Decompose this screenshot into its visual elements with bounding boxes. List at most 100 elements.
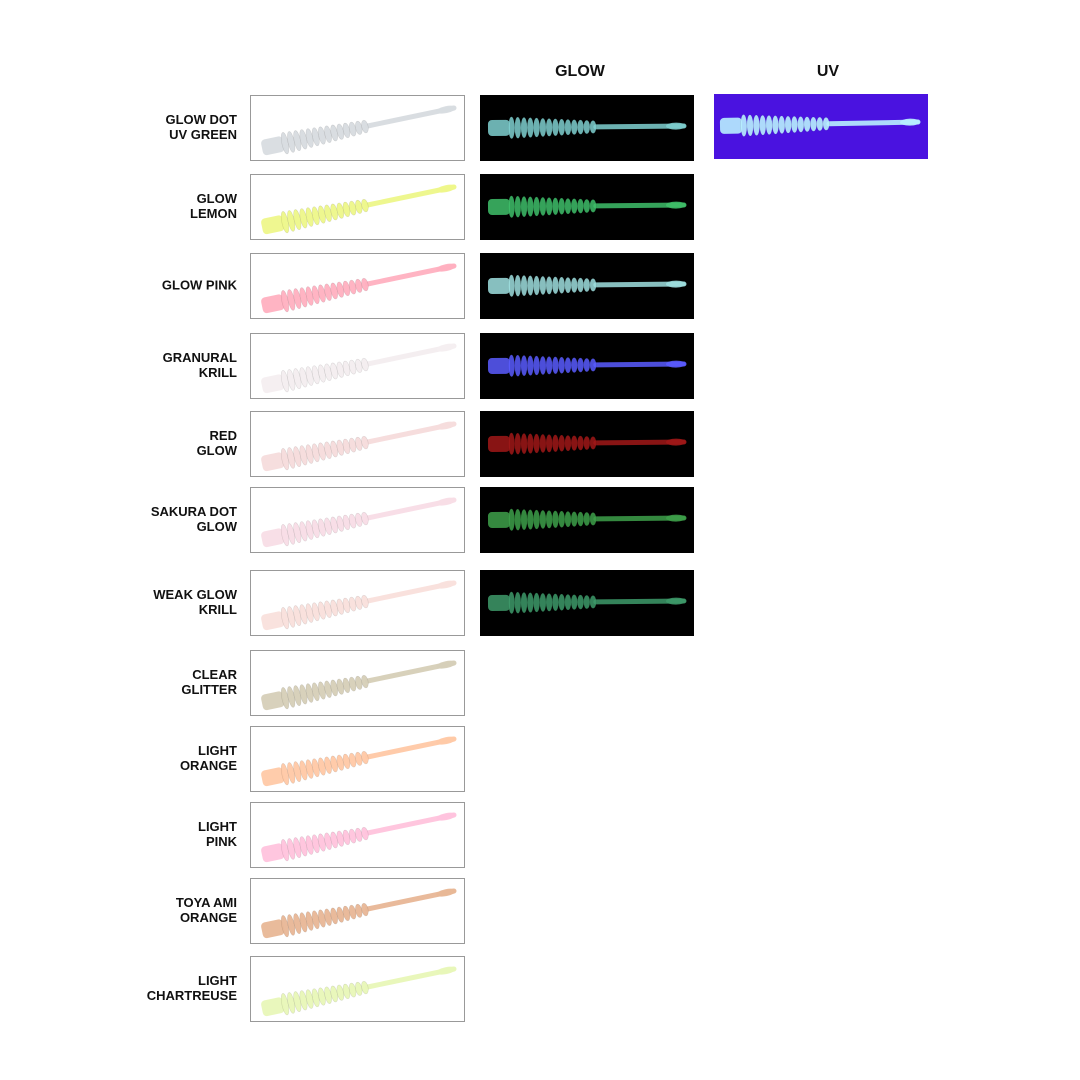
worm-tip	[666, 122, 686, 130]
worm-rib	[551, 434, 559, 453]
worm-head	[261, 611, 285, 631]
worm-rib	[759, 114, 767, 136]
worm-tip	[900, 118, 920, 126]
worm-rib	[545, 356, 553, 375]
worm-head	[261, 136, 285, 156]
worm-rib	[514, 354, 522, 377]
worm-rib	[589, 120, 597, 134]
worm-rib	[508, 116, 516, 140]
worm-rib	[514, 274, 522, 297]
worm-rib	[809, 116, 817, 132]
worm-tip	[436, 421, 456, 430]
worm-rib	[545, 434, 553, 453]
worm-rib	[526, 592, 534, 613]
worm-rib	[577, 357, 585, 373]
worm-rib	[558, 118, 566, 136]
worm-rib	[577, 594, 585, 610]
worm-tip	[436, 184, 456, 193]
row-label: GLITTER	[181, 682, 237, 697]
row-label: LIGHT	[198, 819, 237, 834]
worm-rib	[533, 355, 541, 376]
worm-rib	[361, 980, 369, 995]
worm-rib	[570, 511, 578, 527]
worm-rib	[803, 116, 811, 133]
worm-rib	[520, 433, 528, 455]
worm-rib	[551, 197, 559, 216]
worm-rib	[520, 355, 528, 377]
worm-rib	[583, 594, 591, 610]
row-label: GLOW PINK	[162, 277, 238, 292]
worm-rib	[520, 117, 528, 139]
worm-rib	[740, 114, 748, 137]
worm-rib	[539, 196, 547, 216]
worm-rib	[539, 509, 547, 529]
worm-tip	[666, 597, 686, 605]
worm-rib	[570, 119, 578, 135]
worm-rib	[564, 277, 572, 294]
row-label: KRILL	[199, 602, 237, 617]
worm-rib	[508, 274, 516, 298]
worm-rib	[570, 198, 578, 214]
worm-rib	[514, 116, 522, 139]
worm-tip	[436, 888, 456, 897]
row-label: ORANGE	[180, 910, 237, 925]
worm-rib	[545, 593, 553, 612]
worm-rib	[752, 114, 760, 136]
worm-rib	[564, 594, 572, 611]
worm-head	[261, 294, 285, 314]
worm-rib	[508, 591, 516, 615]
worm-head	[261, 997, 285, 1017]
worm-rib	[822, 117, 830, 131]
row-label: PINK	[206, 834, 238, 849]
worm-rib	[508, 354, 516, 378]
worm-rib	[533, 592, 541, 613]
row-label: CHARTREUSE	[147, 988, 238, 1003]
row-label: WEAK GLOW	[153, 587, 237, 602]
worm-rib	[551, 118, 559, 137]
worm-rib	[361, 119, 369, 134]
worm-tip	[666, 280, 686, 288]
row-label: LEMON	[190, 206, 237, 221]
worm-head	[719, 117, 743, 134]
worm-rib	[746, 114, 754, 137]
worm-head	[261, 374, 285, 394]
worm-rib	[539, 592, 547, 612]
worm-rib	[797, 116, 805, 133]
worm-tip	[436, 966, 456, 975]
worm-rib	[564, 357, 572, 374]
worm-rib	[558, 356, 566, 374]
worm-head	[487, 198, 511, 215]
worm-rib	[551, 276, 559, 295]
worm-rib	[577, 277, 585, 293]
worm-rib	[539, 433, 547, 453]
worm-rib	[520, 275, 528, 297]
row-label: LIGHT	[198, 973, 237, 988]
row: GLOW PINK	[162, 253, 694, 319]
worm-tip	[436, 343, 456, 352]
row-label: KRILL	[199, 365, 237, 380]
worm-head	[261, 528, 285, 548]
worm-rib	[583, 357, 591, 373]
worm-tip	[436, 263, 456, 272]
worm-rib	[784, 115, 792, 134]
worm-rib	[551, 593, 559, 612]
worm-rib	[514, 591, 522, 614]
worm-rib	[514, 195, 522, 218]
worm-rib	[589, 436, 597, 450]
worm-rib	[577, 198, 585, 214]
worm-rib	[520, 196, 528, 218]
glow-header: GLOW	[555, 63, 606, 80]
uv-header: UV	[817, 63, 840, 80]
worm-tip	[436, 812, 456, 821]
row-label: GRANURAL	[163, 350, 237, 365]
worm-rib	[551, 356, 559, 375]
row-label: UV GREEN	[169, 127, 237, 142]
